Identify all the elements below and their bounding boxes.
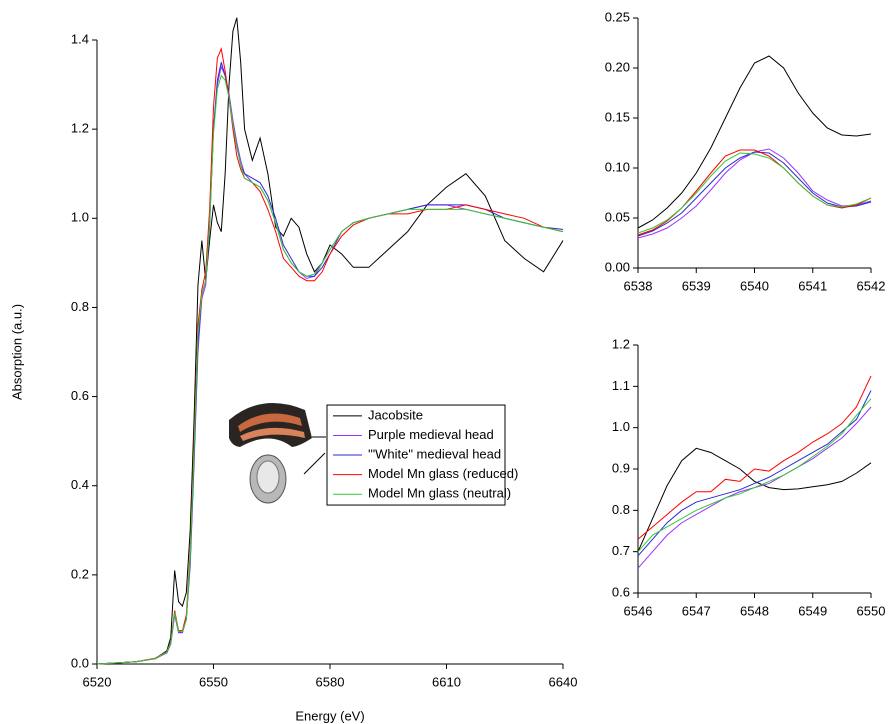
series-line (637, 152, 872, 234)
y-tick-label: 0.8 (71, 299, 89, 314)
y-tick-label: 1.4 (71, 31, 89, 46)
legend-label: '"White" medieval head (368, 446, 501, 461)
y-tick-label: 0.9 (612, 460, 630, 475)
y-tick-label: 0.4 (71, 477, 89, 492)
y-tick-label: 0.05 (605, 209, 630, 224)
connector (303, 452, 326, 475)
series-line (637, 151, 872, 237)
y-tick-label: 0.2 (71, 566, 89, 581)
sample-photos (229, 402, 326, 504)
x-tick-label: 6520 (83, 674, 112, 689)
y-tick-label: 0.25 (605, 9, 630, 24)
series-line (637, 375, 872, 540)
x-tick-label: 6538 (624, 278, 653, 293)
y-tick-label: 0.00 (605, 259, 630, 274)
legend-label: Model Mn glass (neutral) (368, 486, 511, 501)
series-line (637, 148, 872, 239)
y-tick-label: 0.7 (612, 543, 630, 558)
y-axis-title: Absorption (a.u.) (9, 304, 24, 400)
series-line (637, 390, 872, 557)
series-line (96, 47, 564, 665)
series-line (96, 17, 564, 665)
series-line (637, 398, 872, 553)
legend-label: Model Mn glass (reduced) (368, 466, 518, 481)
x-tick-label: 6640 (549, 674, 578, 689)
x-tick-label: 6539 (682, 278, 711, 293)
y-tick-label: 1.2 (71, 121, 89, 136)
series-line (96, 65, 564, 665)
y-tick-label: 1.0 (612, 419, 630, 434)
x-tick-label: 6610 (432, 674, 461, 689)
legend-label: Jacobsite (368, 407, 423, 422)
y-tick-label: 1.0 (71, 210, 89, 225)
y-tick-label: 0.15 (605, 109, 630, 124)
series-line (637, 55, 872, 229)
x-tick-label: 6540 (740, 278, 769, 293)
y-tick-label: 0.6 (612, 584, 630, 599)
x-tick-label: 6548 (740, 603, 769, 618)
x-tick-label: 6547 (682, 603, 711, 618)
y-tick-label: 1.1 (612, 378, 630, 393)
y-tick-label: 0.10 (605, 159, 630, 174)
series-line (637, 149, 872, 236)
series-line (637, 447, 872, 552)
series-line (96, 62, 564, 665)
x-tick-label: 6549 (798, 603, 827, 618)
x-tick-label: 6546 (624, 603, 653, 618)
y-tick-label: 0.0 (71, 655, 89, 670)
x-tick-label: 6542 (857, 278, 886, 293)
x-tick-label: 6580 (316, 674, 345, 689)
fragment-stripe (240, 427, 305, 441)
y-tick-label: 0.8 (612, 502, 630, 517)
x-axis-title: Energy (eV) (295, 708, 364, 723)
x-tick-label: 6550 (199, 674, 228, 689)
head-face (256, 460, 280, 494)
y-tick-label: 0.20 (605, 59, 630, 74)
legend-label: Purple medieval head (368, 427, 494, 442)
y-tick-label: 1.2 (612, 336, 630, 351)
series-line (96, 74, 564, 665)
y-tick-label: 0.6 (71, 388, 89, 403)
x-tick-label: 6541 (798, 278, 827, 293)
x-tick-label: 6550 (857, 603, 886, 618)
fragment-stripe (238, 413, 302, 432)
